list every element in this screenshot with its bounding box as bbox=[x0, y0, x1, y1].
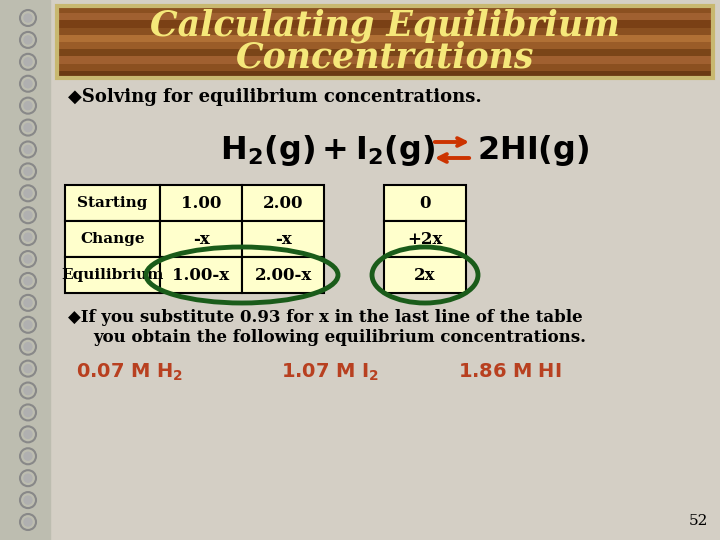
Circle shape bbox=[24, 233, 32, 241]
Bar bbox=[384, 221, 466, 257]
Circle shape bbox=[24, 80, 32, 87]
Text: $\mathbf{1.86\ M\ HI}$: $\mathbf{1.86\ M\ HI}$ bbox=[458, 363, 562, 381]
Circle shape bbox=[24, 387, 32, 395]
Text: +2x: +2x bbox=[408, 231, 443, 247]
Bar bbox=[242, 221, 324, 257]
Bar bbox=[57, 12, 713, 21]
Circle shape bbox=[24, 343, 32, 350]
Bar bbox=[57, 6, 713, 78]
Circle shape bbox=[24, 430, 32, 438]
Bar bbox=[57, 41, 713, 49]
Circle shape bbox=[24, 14, 32, 22]
Text: ◆If you substitute 0.93 for x in the last line of the table: ◆If you substitute 0.93 for x in the las… bbox=[68, 309, 582, 327]
Text: 52: 52 bbox=[688, 514, 708, 528]
Text: Concentrations: Concentrations bbox=[235, 41, 534, 75]
Bar bbox=[65, 221, 160, 257]
Bar bbox=[160, 257, 242, 293]
Text: Starting: Starting bbox=[77, 196, 148, 210]
Bar bbox=[384, 257, 466, 293]
Bar bbox=[57, 70, 713, 78]
Bar bbox=[0, 0, 50, 540]
Text: $\mathbf{2HI(g)}$: $\mathbf{2HI(g)}$ bbox=[477, 132, 590, 167]
Text: Change: Change bbox=[80, 232, 145, 246]
Circle shape bbox=[24, 255, 32, 263]
Circle shape bbox=[24, 496, 32, 504]
Circle shape bbox=[24, 364, 32, 373]
Bar bbox=[57, 48, 713, 56]
Circle shape bbox=[24, 474, 32, 482]
Bar bbox=[57, 63, 713, 71]
Circle shape bbox=[24, 102, 32, 110]
Circle shape bbox=[24, 190, 32, 197]
Bar bbox=[384, 185, 466, 221]
Text: $\mathbf{1.07\ M\ I_2}$: $\mathbf{1.07\ M\ I_2}$ bbox=[281, 361, 379, 383]
Circle shape bbox=[24, 58, 32, 66]
Text: 1.00-x: 1.00-x bbox=[172, 267, 230, 284]
Bar bbox=[160, 221, 242, 257]
Text: 1.00: 1.00 bbox=[181, 194, 221, 212]
Circle shape bbox=[24, 145, 32, 153]
Bar bbox=[160, 185, 242, 221]
Bar bbox=[57, 56, 713, 64]
Circle shape bbox=[24, 36, 32, 44]
Text: $\mathbf{H_2(g)+I_2(g)}$: $\mathbf{H_2(g)+I_2(g)}$ bbox=[220, 132, 435, 167]
Circle shape bbox=[24, 211, 32, 219]
Bar bbox=[242, 257, 324, 293]
Text: 2x: 2x bbox=[414, 267, 436, 284]
Circle shape bbox=[24, 518, 32, 526]
Text: $\mathbf{0.07\ M\ H_2}$: $\mathbf{0.07\ M\ H_2}$ bbox=[76, 361, 184, 383]
Bar bbox=[57, 26, 713, 35]
Bar bbox=[57, 34, 713, 42]
Circle shape bbox=[24, 299, 32, 307]
Bar bbox=[242, 185, 324, 221]
Text: 0: 0 bbox=[419, 194, 431, 212]
Text: ◆Solving for equilibrium concentrations.: ◆Solving for equilibrium concentrations. bbox=[68, 88, 482, 106]
Text: Equilibrium: Equilibrium bbox=[61, 268, 163, 282]
Bar bbox=[57, 5, 713, 13]
Circle shape bbox=[24, 277, 32, 285]
Circle shape bbox=[24, 453, 32, 460]
Text: you obtain the following equilibrium concentrations.: you obtain the following equilibrium con… bbox=[93, 329, 586, 347]
Text: -x: -x bbox=[193, 231, 210, 247]
Bar bbox=[57, 19, 713, 28]
Circle shape bbox=[24, 124, 32, 132]
Circle shape bbox=[24, 408, 32, 416]
Text: -x: -x bbox=[274, 231, 292, 247]
Text: 2.00-x: 2.00-x bbox=[254, 267, 312, 284]
Text: Calculating Equilibrium: Calculating Equilibrium bbox=[150, 9, 620, 43]
Text: 2.00: 2.00 bbox=[263, 194, 303, 212]
Circle shape bbox=[24, 167, 32, 176]
Bar bbox=[65, 257, 160, 293]
Circle shape bbox=[24, 321, 32, 329]
Bar bbox=[65, 185, 160, 221]
